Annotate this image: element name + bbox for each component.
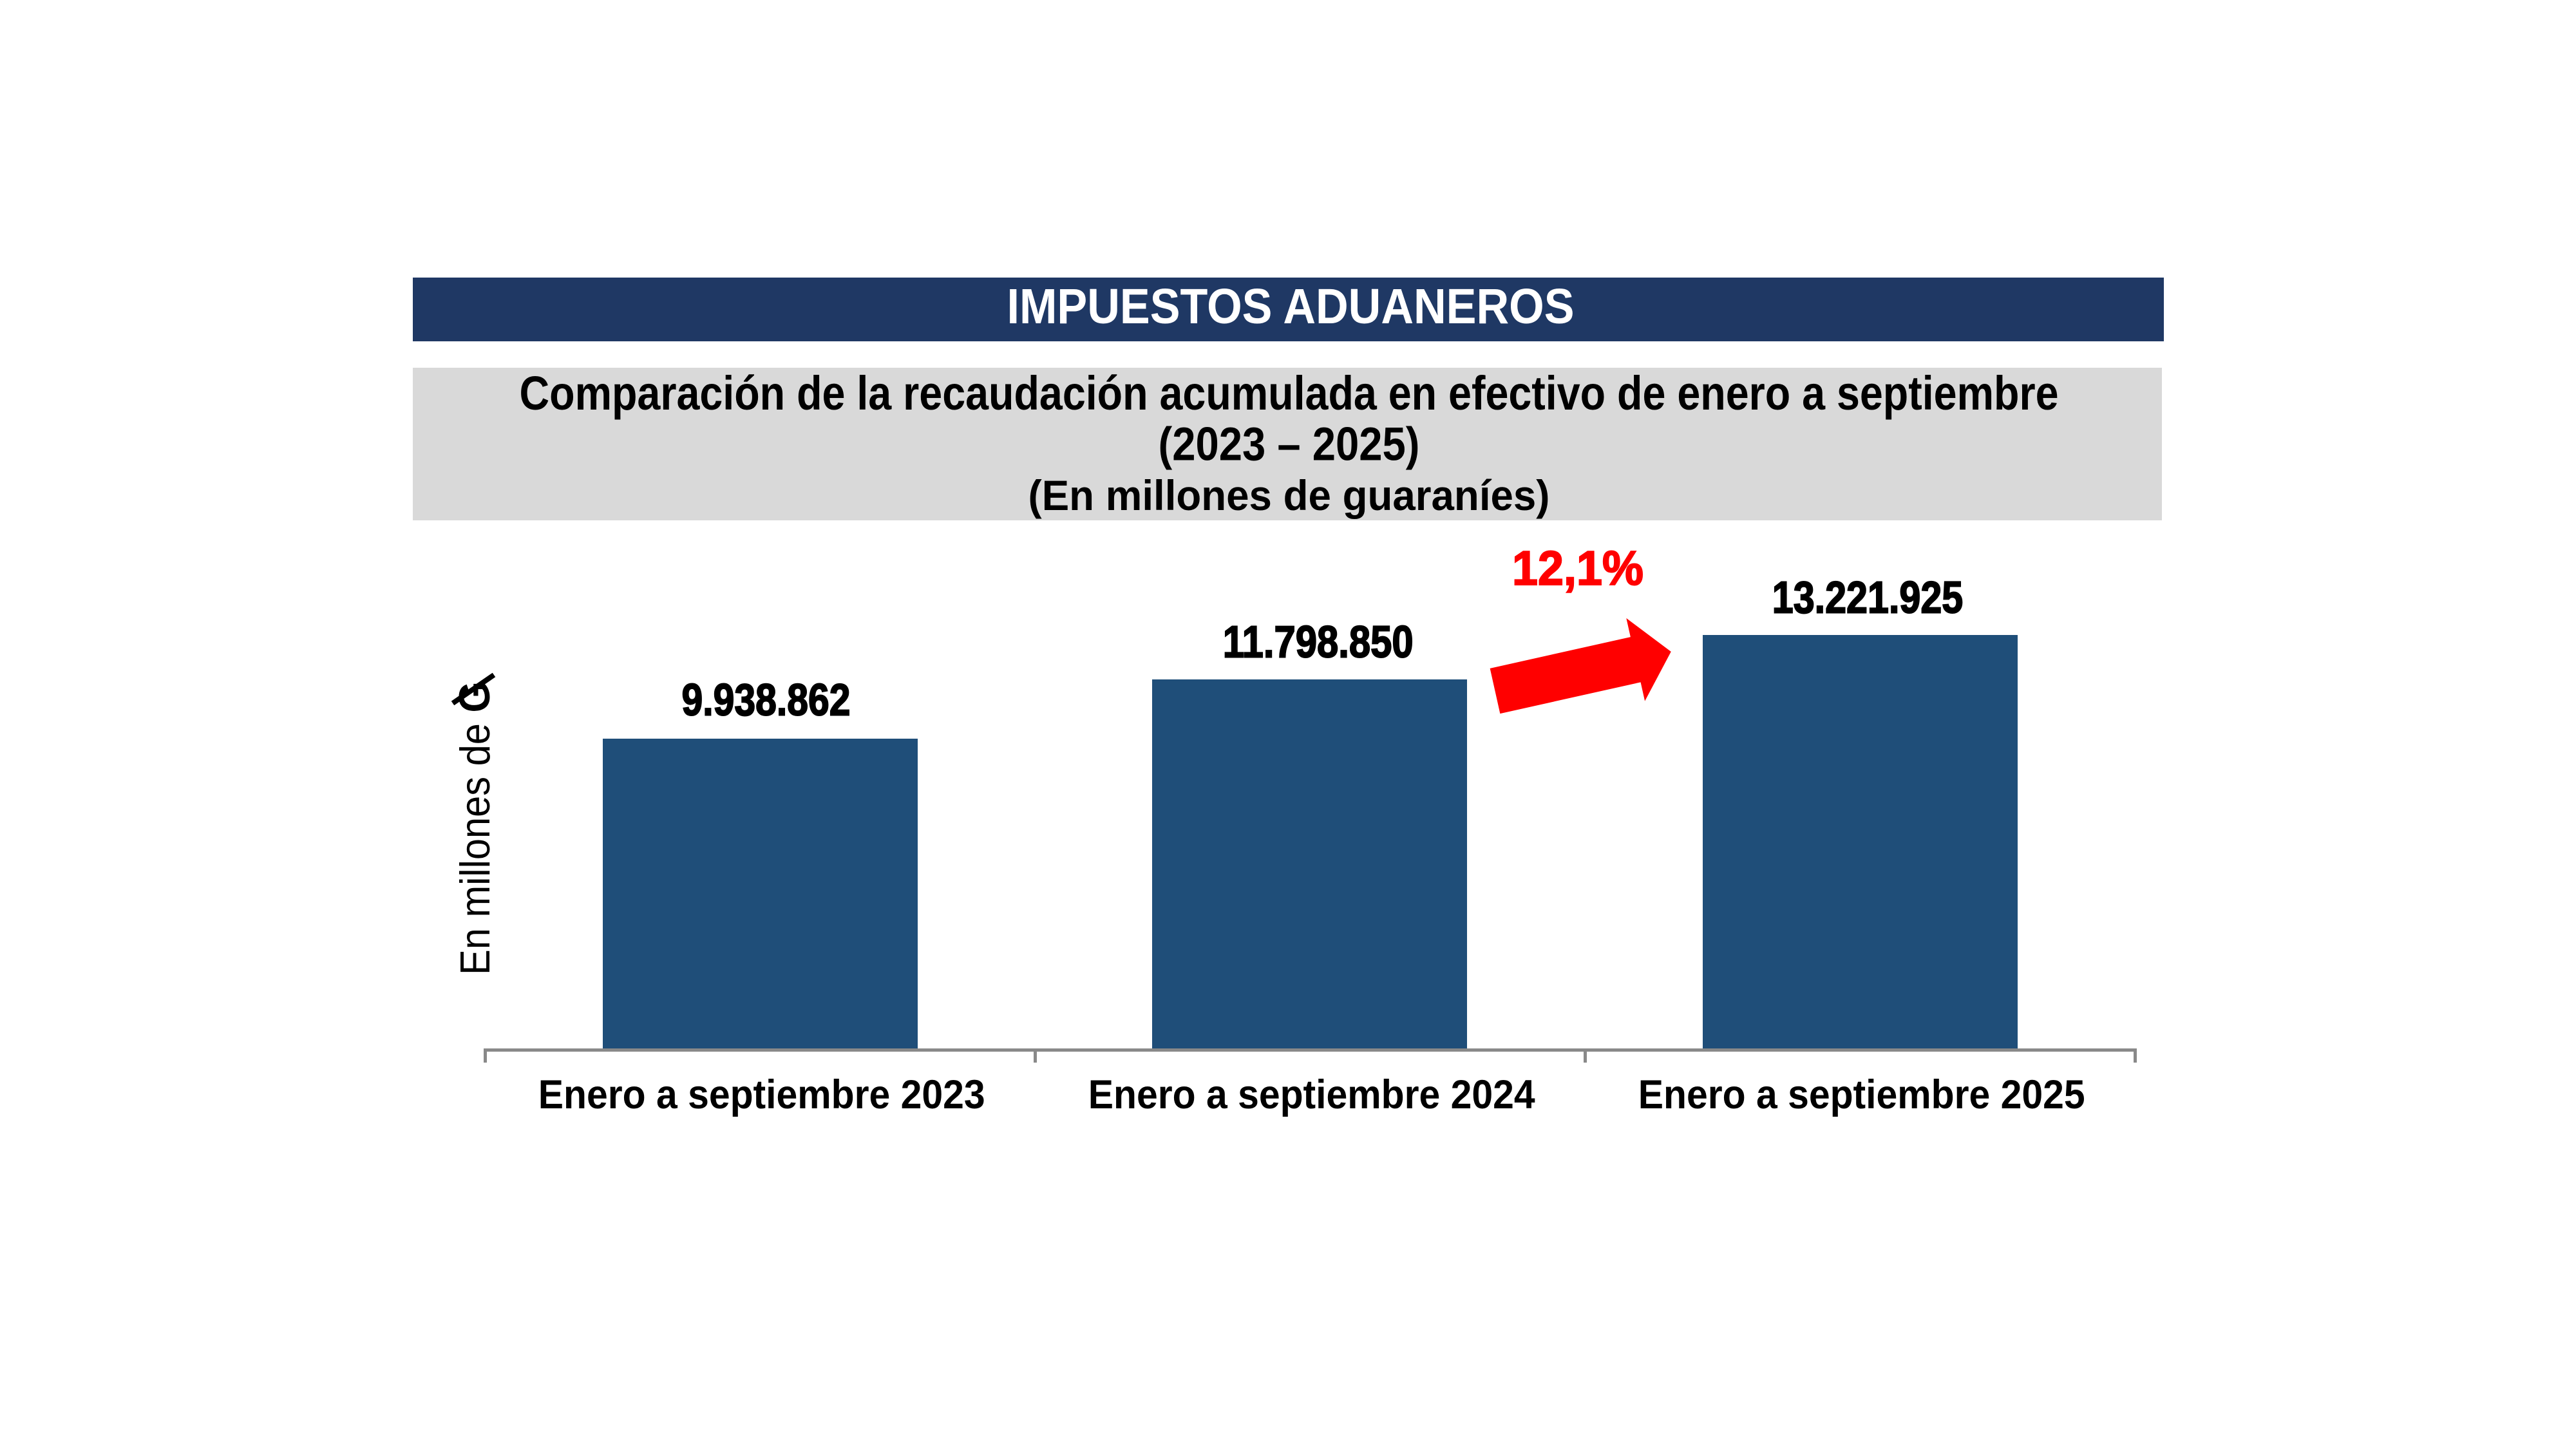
- svg-text:12,1%: 12,1%: [1512, 541, 1643, 595]
- svg-text:9.938.862: 9.938.862: [682, 675, 851, 725]
- svg-text:Enero a septiembre 2025: Enero a septiembre 2025: [1638, 1072, 2085, 1117]
- svg-text:(En millones de guaraníes): (En millones de guaraníes): [1028, 471, 1550, 519]
- svg-text:Enero a septiembre 2023: Enero a septiembre 2023: [538, 1072, 985, 1117]
- svg-text:11.798.850: 11.798.850: [1223, 617, 1414, 667]
- svg-text:Enero a septiembre 2024: Enero a septiembre 2024: [1088, 1072, 1535, 1117]
- svg-text:13.221.925: 13.221.925: [1772, 573, 1964, 623]
- svg-text:(2023 – 2025): (2023 – 2025): [1159, 417, 1420, 471]
- svg-text:En millones de G: En millones de G: [450, 681, 499, 975]
- svg-text:IMPUESTOS ADUANEROS: IMPUESTOS ADUANEROS: [1007, 279, 1575, 334]
- svg-text:Comparación de la recaudación: Comparación de la recaudación acumulada …: [520, 366, 2059, 420]
